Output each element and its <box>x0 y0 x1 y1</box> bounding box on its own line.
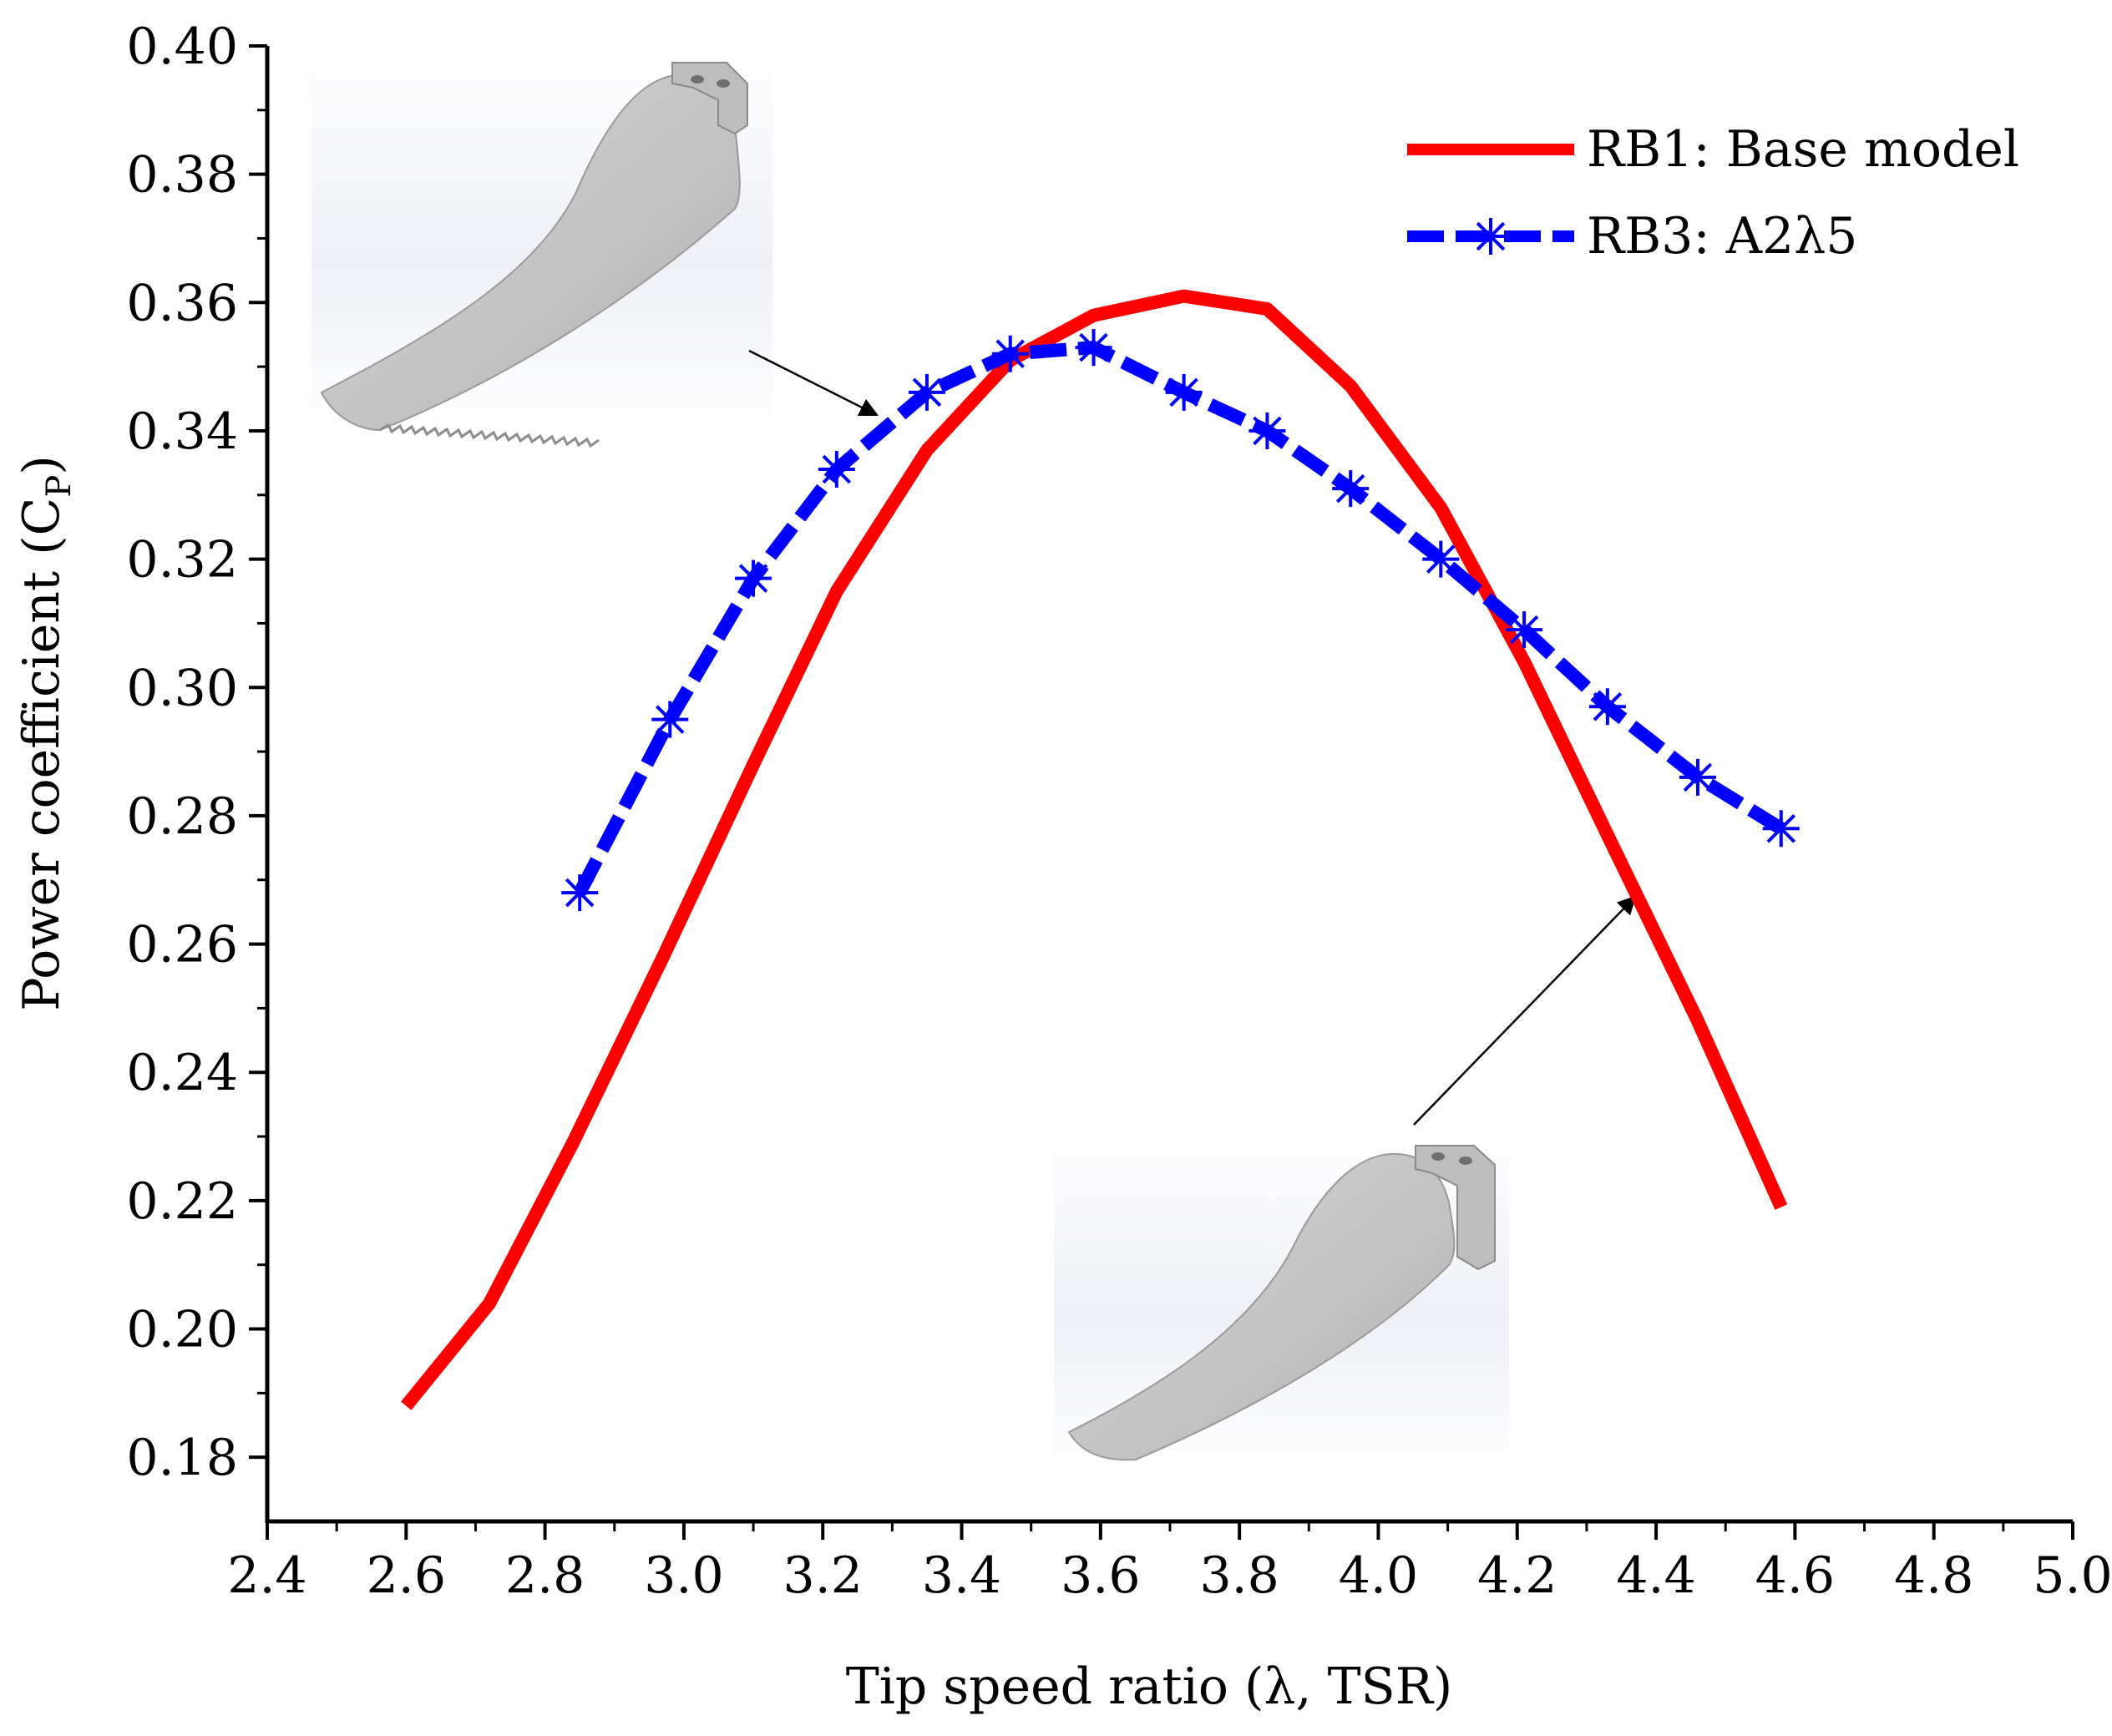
marker-stroke <box>1079 332 1108 362</box>
marker-stroke <box>1253 416 1282 446</box>
hub-hole-icon <box>1459 1156 1472 1165</box>
data-point <box>1762 810 1800 848</box>
x-tick-label: 3.6 <box>1061 1546 1140 1605</box>
legend-asterisk-icon <box>1472 218 1509 255</box>
y-axis-title: Power coefficient (CP) <box>13 455 79 1011</box>
y-tick-label: 0.20 <box>126 1301 238 1359</box>
data-point <box>1506 611 1543 649</box>
y-tick-label: 0.18 <box>126 1429 238 1487</box>
legend-label-rb1: RB1: Base model <box>1587 120 2019 179</box>
x-tick-label: 3.8 <box>1199 1546 1279 1605</box>
base-blade-inset <box>1054 1127 1509 1474</box>
x-tick-label: 3.4 <box>922 1546 1001 1605</box>
x-tick-label: 2.4 <box>227 1546 306 1605</box>
series-layer <box>401 289 1800 1410</box>
marker-stroke <box>822 454 852 484</box>
legend: RB1: Base model RB3: A2λ5 <box>1407 120 2019 266</box>
data-point <box>1679 758 1716 796</box>
base-blade-shape <box>1067 1152 1456 1461</box>
hub-hole-icon <box>717 79 730 88</box>
data-point <box>991 335 1029 372</box>
legend-marker-rb3 <box>1472 218 1509 255</box>
x-tick-label: 3.2 <box>783 1546 863 1605</box>
x-axis-title: Tip speed ratio (λ, TSR) <box>846 1658 1453 1716</box>
marker-stroke <box>738 564 768 593</box>
series-line-rb1 <box>401 289 1788 1410</box>
serrated-blade-inset <box>311 50 772 448</box>
marker-stroke <box>1593 692 1623 721</box>
x-tick-label: 5.0 <box>2033 1546 2112 1605</box>
x-tick-label: 2.8 <box>505 1546 585 1605</box>
x-tick-label: 2.6 <box>367 1546 446 1605</box>
x-tick-label: 4.4 <box>1616 1546 1695 1605</box>
x-tick-label: 4.0 <box>1339 1546 1418 1605</box>
data-point <box>1075 329 1112 367</box>
data-point <box>735 559 772 597</box>
marker-stroke <box>1169 377 1198 407</box>
hub-hole-icon <box>1431 1152 1445 1161</box>
data-point <box>1248 412 1286 449</box>
legend-label-rb3: RB3: A2λ5 <box>1587 207 1857 266</box>
data-point <box>818 451 855 488</box>
x-tick-label: 4.2 <box>1477 1546 1557 1605</box>
y-tick-label: 0.40 <box>126 18 238 76</box>
marker-stroke <box>565 878 595 908</box>
blade-hub-block <box>1415 1145 1496 1271</box>
x-tick-label: 4.8 <box>1894 1546 1973 1605</box>
x-tick-label: 4.6 <box>1755 1546 1835 1605</box>
y-tick-label: 0.34 <box>126 402 238 461</box>
y-tick-label: 0.36 <box>126 274 238 332</box>
serration-edge <box>379 423 600 448</box>
marker-stroke <box>1476 221 1506 251</box>
data-point <box>561 874 599 912</box>
hub-hole-icon <box>691 75 704 84</box>
y-tick-label: 0.24 <box>126 1044 238 1102</box>
data-point <box>651 701 689 738</box>
marker-stroke <box>1766 814 1796 843</box>
base-blade-arrow <box>1413 895 1637 1126</box>
data-point <box>1422 540 1460 578</box>
y-tick-label: 0.22 <box>126 1172 238 1231</box>
y-tick-label: 0.26 <box>126 916 238 974</box>
marker-stroke <box>995 339 1026 369</box>
y-tick-label: 0.28 <box>126 787 238 846</box>
data-point <box>1332 470 1370 508</box>
data-point <box>908 373 945 411</box>
data-point <box>1588 688 1626 726</box>
y-tick-label: 0.32 <box>126 531 238 590</box>
marker-stroke <box>1426 544 1456 574</box>
marker-stroke <box>1509 615 1539 645</box>
marker-stroke <box>656 705 685 734</box>
marker-stroke <box>912 377 942 407</box>
marker-stroke <box>1335 473 1365 504</box>
y-tick-label: 0.30 <box>126 659 238 717</box>
serrated-blade-arrow <box>748 349 879 417</box>
data-point <box>1165 373 1203 411</box>
axes: 0.18 0.20 0.22 0.24 0.26 0.28 0.30 0.32 0.34 0.36… <box>126 18 2112 1605</box>
marker-stroke <box>1683 762 1713 792</box>
x-tick-label: 3.0 <box>644 1546 723 1605</box>
y-tick-label: 0.38 <box>126 146 238 205</box>
